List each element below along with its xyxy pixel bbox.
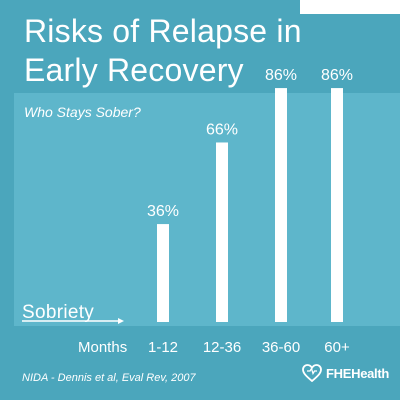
bar-1-12 xyxy=(157,224,169,322)
tick-label-1-12: 1-12 xyxy=(148,339,178,356)
title-line-1: Risks of Relapse in xyxy=(24,13,302,49)
source-citation: NIDA - Dennis et al, Eval Rev, 2007 xyxy=(22,372,196,384)
bar-36-60 xyxy=(275,88,287,322)
title-line-2: Early Recovery xyxy=(24,52,244,88)
chart-title: Who Stays Sober? xyxy=(24,104,141,120)
page-title: Risks of Relapse in Early Recovery xyxy=(24,12,302,90)
data-label-60+: 86% xyxy=(321,67,353,84)
data-label-12-36: 66% xyxy=(206,121,238,138)
brand-logo: FHEHealth xyxy=(302,364,389,382)
tick-label-60+: 60+ xyxy=(324,339,350,356)
data-label-36-60: 86% xyxy=(265,67,297,84)
brand-name: FHEHealth xyxy=(326,365,390,381)
tick-label-36-60: 36-60 xyxy=(262,339,300,356)
bar-12-36 xyxy=(216,142,228,322)
heart-icon xyxy=(302,364,322,382)
corner-tab xyxy=(300,0,400,14)
bars-group: 36% 1-12 66% 12-36 86% 36-60 86% 60+ xyxy=(147,67,353,356)
data-label-1-12: 36% xyxy=(147,203,179,220)
bar-60+ xyxy=(331,88,343,322)
tick-label-12-36: 12-36 xyxy=(203,339,241,356)
y-axis-label: Sobriety xyxy=(22,302,95,323)
x-axis-label: Months xyxy=(78,339,128,356)
arrow-head xyxy=(118,318,124,324)
